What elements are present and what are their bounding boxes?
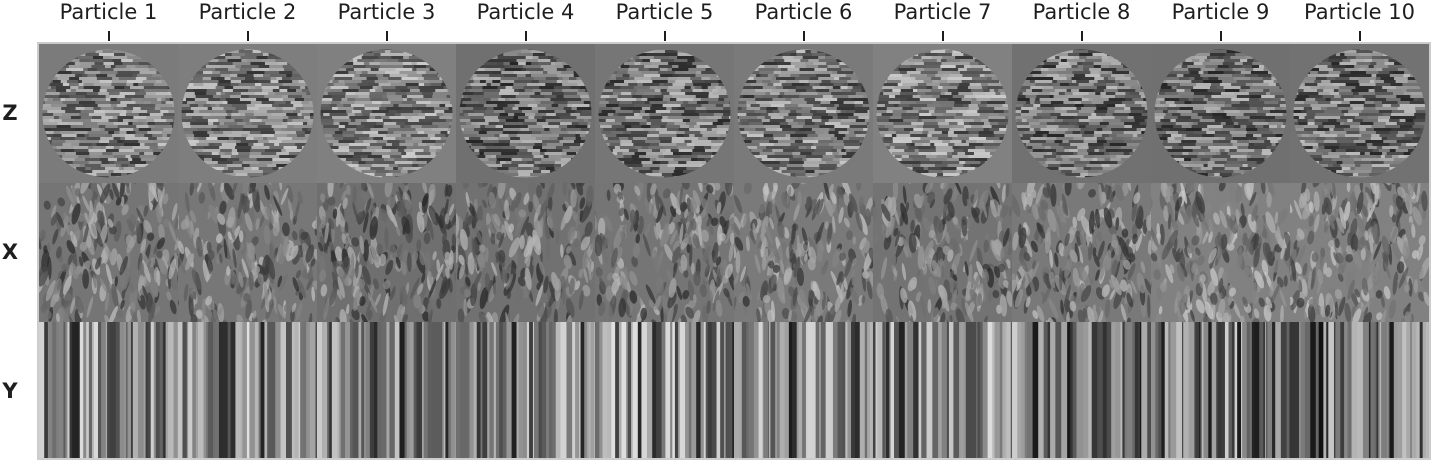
tile-x-particle-10: [1290, 183, 1429, 322]
column-tick: [663, 31, 666, 41]
tile-y-particle-10: [1290, 322, 1429, 458]
tile-x-particle-2: [178, 183, 317, 322]
tile-y-particle-2: [178, 322, 317, 458]
particle-image-grid: [37, 42, 1431, 460]
tile-y-particle-3: [317, 322, 456, 458]
tile-y-particle-7: [873, 322, 1012, 458]
tile-y-particle-6: [734, 322, 873, 458]
column-label-particle-6: Particle 6: [754, 0, 853, 24]
column-label-particle-10: Particle 10: [1304, 0, 1415, 24]
tile-z-particle-8: [1012, 44, 1151, 183]
column-tick: [385, 31, 388, 41]
row-label-y: Y: [2, 378, 18, 403]
column-tick: [1358, 31, 1361, 41]
tile-z-particle-2: [178, 44, 317, 183]
column-label-particle-1: Particle 1: [59, 0, 158, 24]
tile-x-particle-8: [1012, 183, 1151, 322]
column-label-particle-8: Particle 8: [1032, 0, 1131, 24]
particle-tiles: [39, 44, 1429, 458]
column-label-particle-5: Particle 5: [615, 0, 714, 24]
column-label-particle-4: Particle 4: [476, 0, 575, 24]
tile-x-particle-6: [734, 183, 873, 322]
tile-z-particle-7: [873, 44, 1012, 183]
tile-y-particle-4: [456, 322, 595, 458]
tile-x-particle-4: [456, 183, 595, 322]
tile-x-particle-1: [39, 183, 178, 322]
column-label-particle-9: Particle 9: [1171, 0, 1270, 24]
tile-y-particle-8: [1012, 322, 1151, 458]
tile-z-particle-9: [1151, 44, 1290, 183]
column-label-particle-3: Particle 3: [337, 0, 436, 24]
tile-x-particle-7: [873, 183, 1012, 322]
tile-y-particle-5: [595, 322, 734, 458]
tile-z-particle-6: [734, 44, 873, 183]
column-tick: [246, 31, 249, 41]
tile-z-particle-1: [39, 44, 178, 183]
tile-x-particle-5: [595, 183, 734, 322]
tile-x-particle-3: [317, 183, 456, 322]
column-tick: [1080, 31, 1083, 41]
tile-y-particle-9: [1151, 322, 1290, 458]
column-label-particle-7: Particle 7: [893, 0, 992, 24]
tile-z-particle-3: [317, 44, 456, 183]
column-tick: [1219, 31, 1222, 41]
column-tick: [107, 31, 110, 41]
row-label-x: X: [1, 239, 19, 264]
tile-y-particle-1: [39, 322, 178, 458]
tile-z-particle-10: [1290, 44, 1429, 183]
row-label-z: Z: [2, 100, 18, 125]
tile-z-particle-4: [456, 44, 595, 183]
tile-z-particle-5: [595, 44, 734, 183]
column-tick: [524, 31, 527, 41]
column-label-particle-2: Particle 2: [198, 0, 297, 24]
tile-x-particle-9: [1151, 183, 1290, 322]
column-tick: [941, 31, 944, 41]
column-tick: [802, 31, 805, 41]
